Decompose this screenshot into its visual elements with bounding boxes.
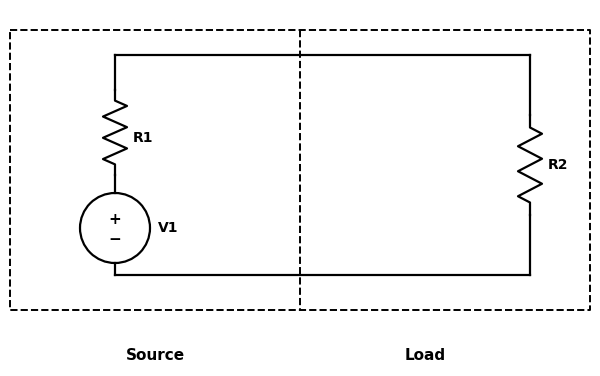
Text: R1: R1 xyxy=(133,130,154,144)
Text: Source: Source xyxy=(125,347,185,362)
Text: Load: Load xyxy=(404,347,446,362)
Text: −: − xyxy=(109,232,121,247)
Text: R2: R2 xyxy=(548,158,569,172)
Text: V1: V1 xyxy=(158,221,179,235)
Text: +: + xyxy=(109,211,121,226)
